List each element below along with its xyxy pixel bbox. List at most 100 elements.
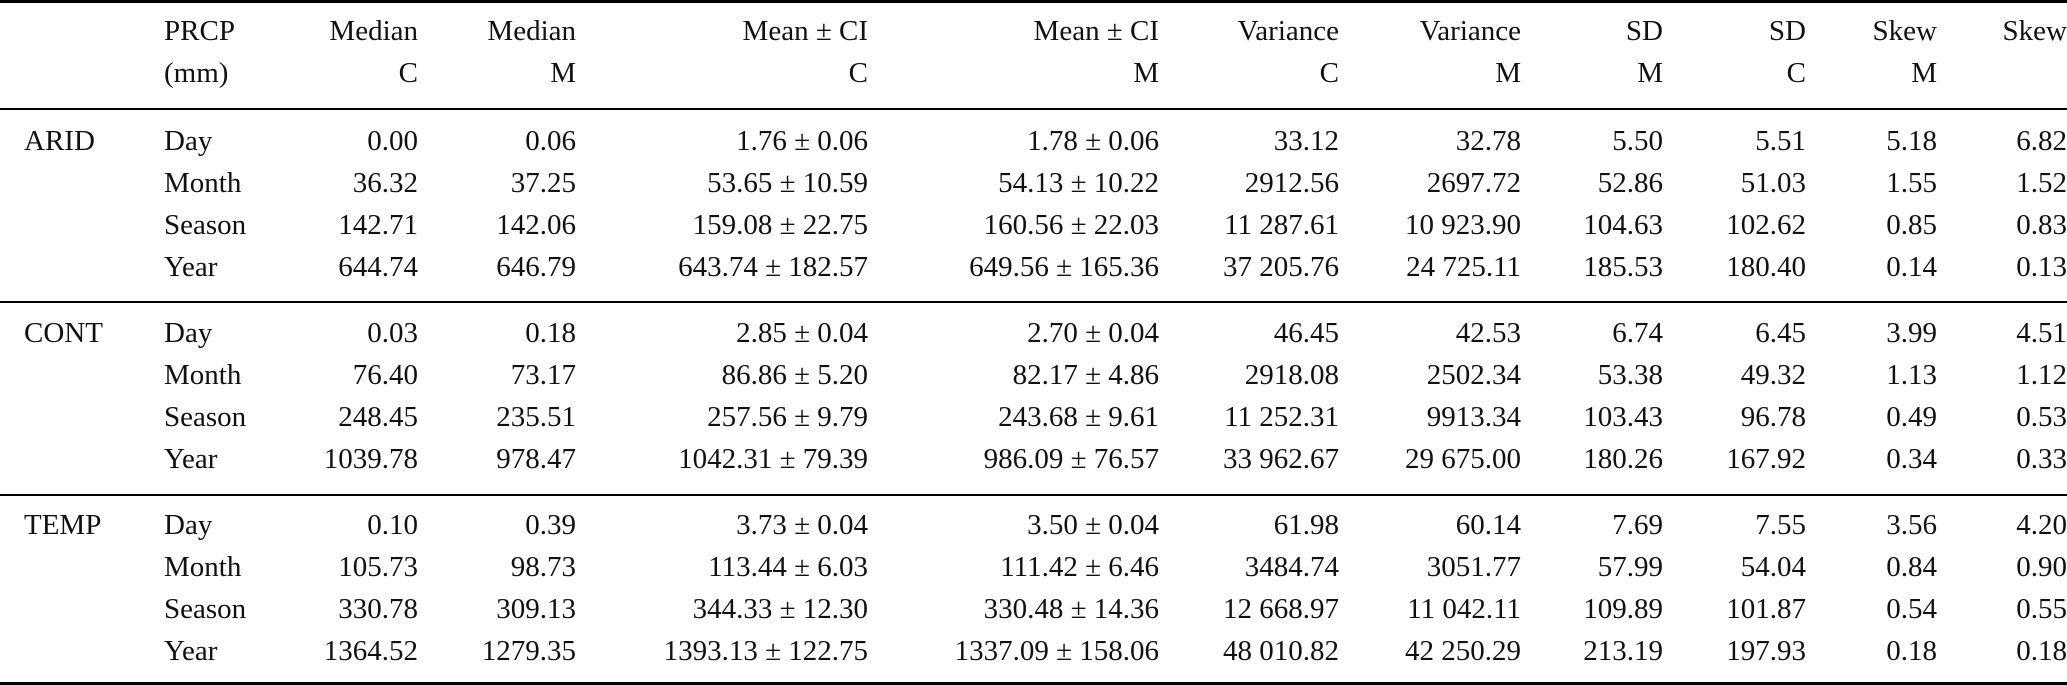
header-cell: PRCP (164, 15, 235, 47)
value-cell: 2502.34 (1426, 359, 1521, 391)
group-divider-cont-temp (0, 494, 2067, 496)
value-cell: 646.79 (496, 251, 576, 283)
period-label: Season (164, 593, 247, 625)
value-cell: 1039.78 (323, 443, 418, 475)
value-cell: 0.33 (2016, 443, 2067, 475)
value-cell: 11 042.11 (1407, 593, 1521, 625)
value-cell: 330.48 ± 14.36 (983, 593, 1159, 625)
header-cell: C (848, 57, 868, 89)
value-cell: 2.85 ± 0.04 (736, 317, 868, 349)
table-row: Month 76.40 73.17 86.86 ± 5.20 82.17 ± 4.86 2… (0, 354, 2067, 396)
group-label-empty (0, 246, 164, 288)
group-spacer (0, 288, 2067, 312)
period-label: Day (164, 509, 213, 541)
value-cell: 159.08 ± 22.75 (692, 209, 868, 241)
value-cell: 46.45 (1273, 317, 1339, 349)
header-row-top: PRCP Median Median Mean ± CI Mean ± CI V… (0, 0, 2067, 52)
period-label: Day (164, 125, 213, 157)
group-label-empty (0, 354, 164, 396)
value-cell: 29 675.00 (1405, 443, 1521, 475)
value-cell: 82.17 ± 4.86 (1012, 359, 1159, 391)
table-row: Season 330.78 309.13 344.33 ± 12.30 330.48 ±… (0, 588, 2067, 630)
value-cell: 53.38 (1597, 359, 1663, 391)
value-cell: 2918.08 (1244, 359, 1339, 391)
value-cell: 0.55 (2016, 593, 2067, 625)
top-rule (0, 0, 2067, 3)
value-cell: 0.18 (1886, 635, 1937, 667)
header-cell: M (550, 57, 576, 89)
value-cell: 0.84 (1886, 551, 1937, 583)
spacer-cell (1159, 108, 1339, 120)
value-cell: 53.65 ± 10.59 (707, 167, 868, 199)
value-cell: 54.04 (1740, 551, 1806, 583)
value-cell: 3.56 (1886, 509, 1937, 541)
value-cell: 102.62 (1726, 209, 1806, 241)
value-cell: 3.50 ± 0.04 (1027, 509, 1159, 541)
value-cell: 73.17 (510, 359, 576, 391)
header-row-bottom: (mm) C M C M C M M C M (0, 52, 2067, 108)
period-label: Month (164, 551, 242, 583)
group-label-empty (0, 588, 164, 630)
value-cell: 76.40 (352, 359, 418, 391)
value-cell: 113.44 ± 6.03 (708, 551, 868, 583)
value-cell: 167.92 (1726, 443, 1806, 475)
value-cell: 0.83 (2016, 209, 2067, 241)
value-cell: 5.18 (1886, 125, 1937, 157)
value-cell: 1393.13 ± 122.75 (663, 635, 868, 667)
value-cell: 248.45 (338, 401, 418, 433)
value-cell: 1.78 ± 0.06 (1027, 125, 1159, 157)
group-label-empty (0, 546, 164, 588)
value-cell: 42.53 (1455, 317, 1521, 349)
group-label-empty (0, 204, 164, 246)
value-cell: 2697.72 (1426, 167, 1521, 199)
header-cell: Median (487, 15, 576, 47)
table-header: PRCP Median Median Mean ± CI Mean ± CI V… (0, 0, 2067, 108)
value-cell: 0.18 (2016, 635, 2067, 667)
value-cell: 32.78 (1455, 125, 1521, 157)
value-cell: 0.34 (1886, 443, 1937, 475)
value-cell: 52.86 (1597, 167, 1663, 199)
value-cell: 3484.74 (1244, 551, 1339, 583)
value-cell: 104.63 (1583, 209, 1663, 241)
group-label: CONT (24, 317, 103, 349)
table-row: Year 1039.78 978.47 1042.31 ± 79.39 986.09 ±… (0, 438, 2067, 480)
value-cell: 111.42 ± 6.46 (1000, 551, 1159, 583)
value-cell: 60.14 (1455, 509, 1521, 541)
period-label: Day (164, 317, 213, 349)
value-cell: 36.32 (352, 167, 418, 199)
value-cell: 180.40 (1726, 251, 1806, 283)
value-cell: 1.12 (2016, 359, 2067, 391)
value-cell: 197.93 (1726, 635, 1806, 667)
header-cell: SD (1768, 15, 1806, 47)
spacer-cell (868, 480, 1159, 504)
value-cell: 644.74 (338, 251, 418, 283)
value-cell: 7.55 (1755, 509, 1806, 541)
table-row: TEMP Day 0.10 0.39 3.73 ± 0.04 3.50 ± 0.04 61.… (0, 504, 2067, 546)
value-cell: 103.43 (1583, 401, 1663, 433)
value-cell: 986.09 ± 76.57 (983, 443, 1159, 475)
header-cell: Median (329, 15, 418, 47)
value-cell: 0.00 (367, 125, 418, 157)
table-row: Season 248.45 235.51 257.56 ± 9.79 243.68 ± … (0, 396, 2067, 438)
spacer-cell (0, 288, 164, 312)
spacer-cell (1521, 480, 1663, 504)
table-row: CONT Day 0.03 0.18 2.85 ± 0.04 2.70 ± 0.04 46.… (0, 312, 2067, 354)
spacer-cell (576, 480, 868, 504)
table-row: Month 36.32 37.25 53.65 ± 10.59 54.13 ± 10.2… (0, 162, 2067, 204)
value-cell: 0.18 (525, 317, 576, 349)
value-cell: 649.56 ± 165.36 (969, 251, 1159, 283)
group-label-empty (0, 438, 164, 480)
value-cell: 213.19 (1583, 635, 1663, 667)
value-cell: 3.73 ± 0.04 (736, 509, 868, 541)
spacer-cell (1663, 288, 1806, 312)
value-cell: 96.78 (1740, 401, 1806, 433)
header-cell: M (1495, 57, 1521, 89)
header-cell (0, 52, 164, 108)
value-cell: 51.03 (1740, 167, 1806, 199)
period-label: Year (164, 635, 218, 667)
group-label-empty (0, 162, 164, 204)
value-cell: 37.25 (510, 167, 576, 199)
spacer-cell (1937, 288, 2067, 312)
value-cell: 185.53 (1583, 251, 1663, 283)
value-cell: 12 668.97 (1223, 593, 1339, 625)
